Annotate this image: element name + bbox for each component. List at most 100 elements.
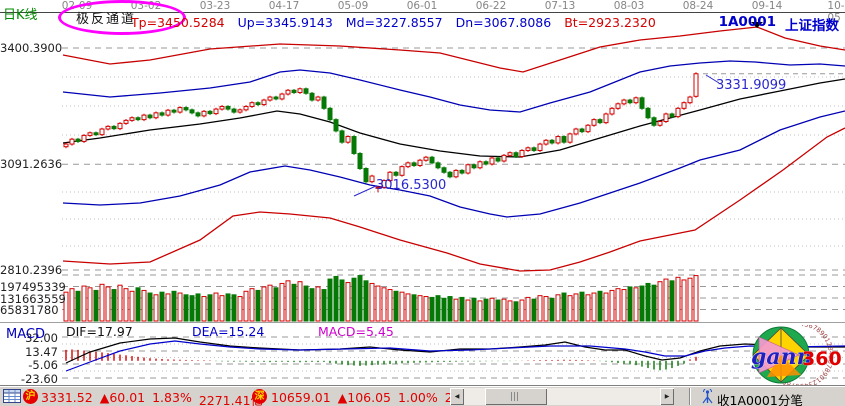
candle[interactable] [339, 130, 345, 143]
candle[interactable] [99, 128, 105, 136]
candle[interactable] [129, 117, 135, 121]
candle[interactable] [351, 136, 357, 154]
candle[interactable] [297, 88, 303, 94]
candle[interactable] [345, 136, 351, 143]
candle[interactable] [291, 89, 297, 94]
candle[interactable] [435, 162, 441, 169]
candle[interactable] [441, 167, 447, 173]
horizontal-scrollbar[interactable]: ◀ ▶ [450, 388, 674, 405]
quote-table-icon[interactable] [3, 389, 21, 403]
candle[interactable] [387, 171, 393, 182]
candle[interactable] [369, 175, 375, 183]
shanghai-badge[interactable]: 沪 [23, 389, 38, 404]
candle[interactable] [75, 138, 81, 142]
candle[interactable] [663, 113, 669, 122]
candle[interactable] [687, 96, 693, 104]
candle[interactable] [177, 107, 183, 113]
candle[interactable] [243, 105, 249, 111]
tick-feed-label[interactable]: 收1A0001分笔 [717, 393, 803, 406]
candle[interactable] [249, 102, 255, 107]
candle[interactable] [159, 112, 165, 116]
candle[interactable] [285, 89, 291, 95]
candle[interactable] [255, 102, 261, 106]
candle[interactable] [183, 107, 189, 111]
candle[interactable] [675, 107, 681, 118]
candle[interactable] [405, 162, 411, 168]
candle[interactable] [537, 143, 543, 151]
candle[interactable] [117, 122, 123, 130]
candle[interactable] [489, 157, 495, 165]
candle[interactable] [267, 96, 273, 101]
candle[interactable] [315, 96, 321, 101]
candle[interactable] [567, 133, 573, 143]
candle[interactable] [231, 108, 237, 113]
candle[interactable] [477, 161, 483, 169]
candle[interactable] [147, 114, 153, 119]
candle[interactable] [93, 132, 99, 136]
candle[interactable] [573, 128, 579, 135]
candle[interactable] [591, 119, 597, 126]
candle[interactable] [693, 73, 699, 97]
candle[interactable] [561, 136, 567, 143]
candle[interactable] [237, 109, 243, 113]
candle[interactable] [309, 92, 315, 101]
candle[interactable] [213, 108, 219, 115]
candle[interactable] [615, 103, 621, 109]
indicator-label[interactable]: 极反通道 [76, 12, 137, 27]
candle[interactable] [411, 162, 417, 167]
candle[interactable] [135, 117, 141, 121]
candle[interactable] [363, 168, 369, 183]
candle[interactable] [453, 169, 459, 178]
candle[interactable] [261, 99, 267, 106]
candle[interactable] [549, 139, 555, 144]
shanghai-quote[interactable]: 3331.52 ▲60.01 1.83% 2271.41亿 [41, 390, 263, 406]
scroll-left-button[interactable]: ◀ [450, 388, 464, 405]
symbol-title[interactable]: 1A0001 上证指数 [719, 14, 839, 34]
period-label[interactable]: 日K线 [3, 8, 38, 23]
candle[interactable] [447, 171, 453, 178]
candle[interactable] [639, 97, 645, 109]
scroll-right-button[interactable]: ▶ [660, 388, 674, 405]
candle[interactable] [465, 164, 471, 174]
candle[interactable] [597, 119, 603, 124]
candle[interactable] [63, 143, 69, 148]
candle[interactable] [225, 105, 231, 110]
candle[interactable] [417, 159, 423, 167]
candle[interactable] [507, 152, 513, 156]
shenzhen-badge[interactable]: 深 [252, 389, 267, 404]
candle[interactable] [657, 120, 663, 126]
candle[interactable] [153, 112, 159, 119]
candle[interactable] [651, 117, 657, 126]
candle[interactable] [501, 154, 507, 162]
candle[interactable] [189, 109, 195, 114]
candle[interactable] [381, 180, 387, 188]
candle[interactable] [81, 134, 87, 142]
candle[interactable] [357, 152, 363, 170]
candle[interactable] [69, 138, 75, 145]
candle[interactable] [303, 88, 309, 94]
candle[interactable] [111, 125, 117, 130]
candle[interactable] [519, 149, 525, 157]
candle[interactable] [195, 112, 201, 117]
candle[interactable] [399, 166, 405, 176]
candle[interactable] [279, 93, 285, 100]
candle[interactable] [633, 97, 639, 104]
scrollbar-thumb[interactable] [485, 388, 547, 405]
candle[interactable] [483, 161, 489, 165]
candle[interactable] [531, 147, 537, 151]
candle[interactable] [603, 113, 609, 124]
candle[interactable] [327, 107, 333, 121]
candle[interactable] [273, 96, 279, 100]
candle[interactable] [621, 99, 627, 105]
candle[interactable] [585, 124, 591, 133]
candle[interactable] [495, 157, 501, 162]
candle[interactable] [375, 186, 381, 189]
candle[interactable] [123, 119, 129, 124]
candle[interactable] [207, 110, 213, 115]
candle[interactable] [555, 136, 561, 144]
candle[interactable] [513, 152, 519, 157]
candle[interactable] [609, 107, 615, 115]
candle[interactable] [627, 99, 633, 104]
kline-chart-canvas[interactable] [0, 0, 845, 385]
candle[interactable] [471, 164, 477, 169]
